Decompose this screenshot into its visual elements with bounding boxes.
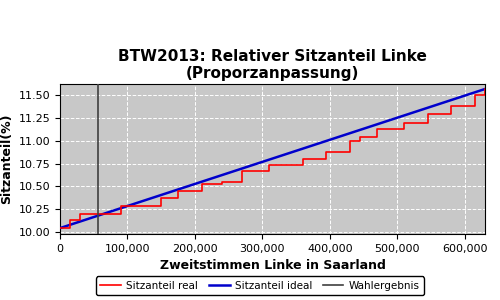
Sitzanteil real bbox=[347, 139, 353, 142]
Sitzanteil real bbox=[239, 169, 245, 172]
Sitzanteil real bbox=[67, 218, 73, 222]
Sitzanteil real bbox=[77, 212, 83, 215]
Sitzanteil real bbox=[57, 226, 63, 230]
Sitzanteil real bbox=[77, 218, 83, 222]
Sitzanteil ideal bbox=[406, 112, 411, 116]
Sitzanteil real bbox=[472, 94, 478, 97]
Sitzanteil real bbox=[472, 104, 478, 108]
Sitzanteil real bbox=[219, 180, 225, 184]
Sitzanteil real bbox=[98, 212, 103, 215]
Sitzanteil real bbox=[347, 150, 353, 154]
Sitzanteil real bbox=[98, 212, 103, 215]
Line: Sitzanteil ideal: Sitzanteil ideal bbox=[60, 89, 485, 228]
Sitzanteil real bbox=[118, 212, 124, 215]
Sitzanteil real bbox=[401, 121, 407, 124]
Sitzanteil real bbox=[300, 157, 306, 161]
Sitzanteil ideal bbox=[262, 159, 268, 163]
Sitzanteil real bbox=[118, 205, 124, 208]
Sitzanteil real bbox=[158, 205, 164, 208]
Sitzanteil real bbox=[300, 164, 306, 167]
Sitzanteil ideal bbox=[259, 160, 265, 164]
Legend: Sitzanteil real, Sitzanteil ideal, Wahlergebnis: Sitzanteil real, Sitzanteil ideal, Wahle… bbox=[96, 277, 424, 295]
Sitzanteil ideal bbox=[472, 91, 478, 94]
Sitzanteil real bbox=[448, 112, 454, 115]
Y-axis label: Sitzanteil(%): Sitzanteil(%) bbox=[0, 114, 13, 204]
Sitzanteil real bbox=[239, 180, 245, 184]
Sitzanteil real bbox=[448, 104, 454, 108]
Sitzanteil real bbox=[219, 182, 225, 185]
X-axis label: Zweitstimmen Linke in Saarland: Zweitstimmen Linke in Saarland bbox=[160, 259, 386, 272]
Sitzanteil real bbox=[482, 87, 488, 91]
Sitzanteil real bbox=[266, 164, 272, 167]
Sitzanteil ideal bbox=[310, 143, 316, 147]
Title: BTW2013: Relativer Sitzanteil Linke
(Proporzanpassung): BTW2013: Relativer Sitzanteil Linke (Pro… bbox=[118, 49, 427, 81]
Sitzanteil real bbox=[175, 189, 181, 193]
Sitzanteil real bbox=[482, 94, 488, 97]
Sitzanteil real bbox=[175, 196, 181, 200]
Sitzanteil real bbox=[357, 135, 363, 139]
Sitzanteil real bbox=[198, 189, 204, 193]
Line: Sitzanteil real: Sitzanteil real bbox=[60, 89, 485, 228]
Sitzanteil ideal bbox=[482, 87, 488, 91]
Sitzanteil ideal bbox=[287, 151, 293, 154]
Sitzanteil ideal bbox=[57, 226, 63, 230]
Sitzanteil real bbox=[374, 127, 380, 131]
Sitzanteil real bbox=[324, 150, 330, 154]
Sitzanteil real bbox=[324, 157, 330, 161]
Sitzanteil real bbox=[424, 112, 430, 115]
Sitzanteil real bbox=[374, 135, 380, 139]
Sitzanteil real bbox=[401, 127, 407, 131]
Sitzanteil real bbox=[424, 121, 430, 124]
Sitzanteil real bbox=[158, 196, 164, 200]
Sitzanteil real bbox=[198, 182, 204, 185]
Sitzanteil real bbox=[357, 139, 363, 142]
Sitzanteil real bbox=[67, 226, 73, 230]
Sitzanteil real bbox=[266, 169, 272, 172]
